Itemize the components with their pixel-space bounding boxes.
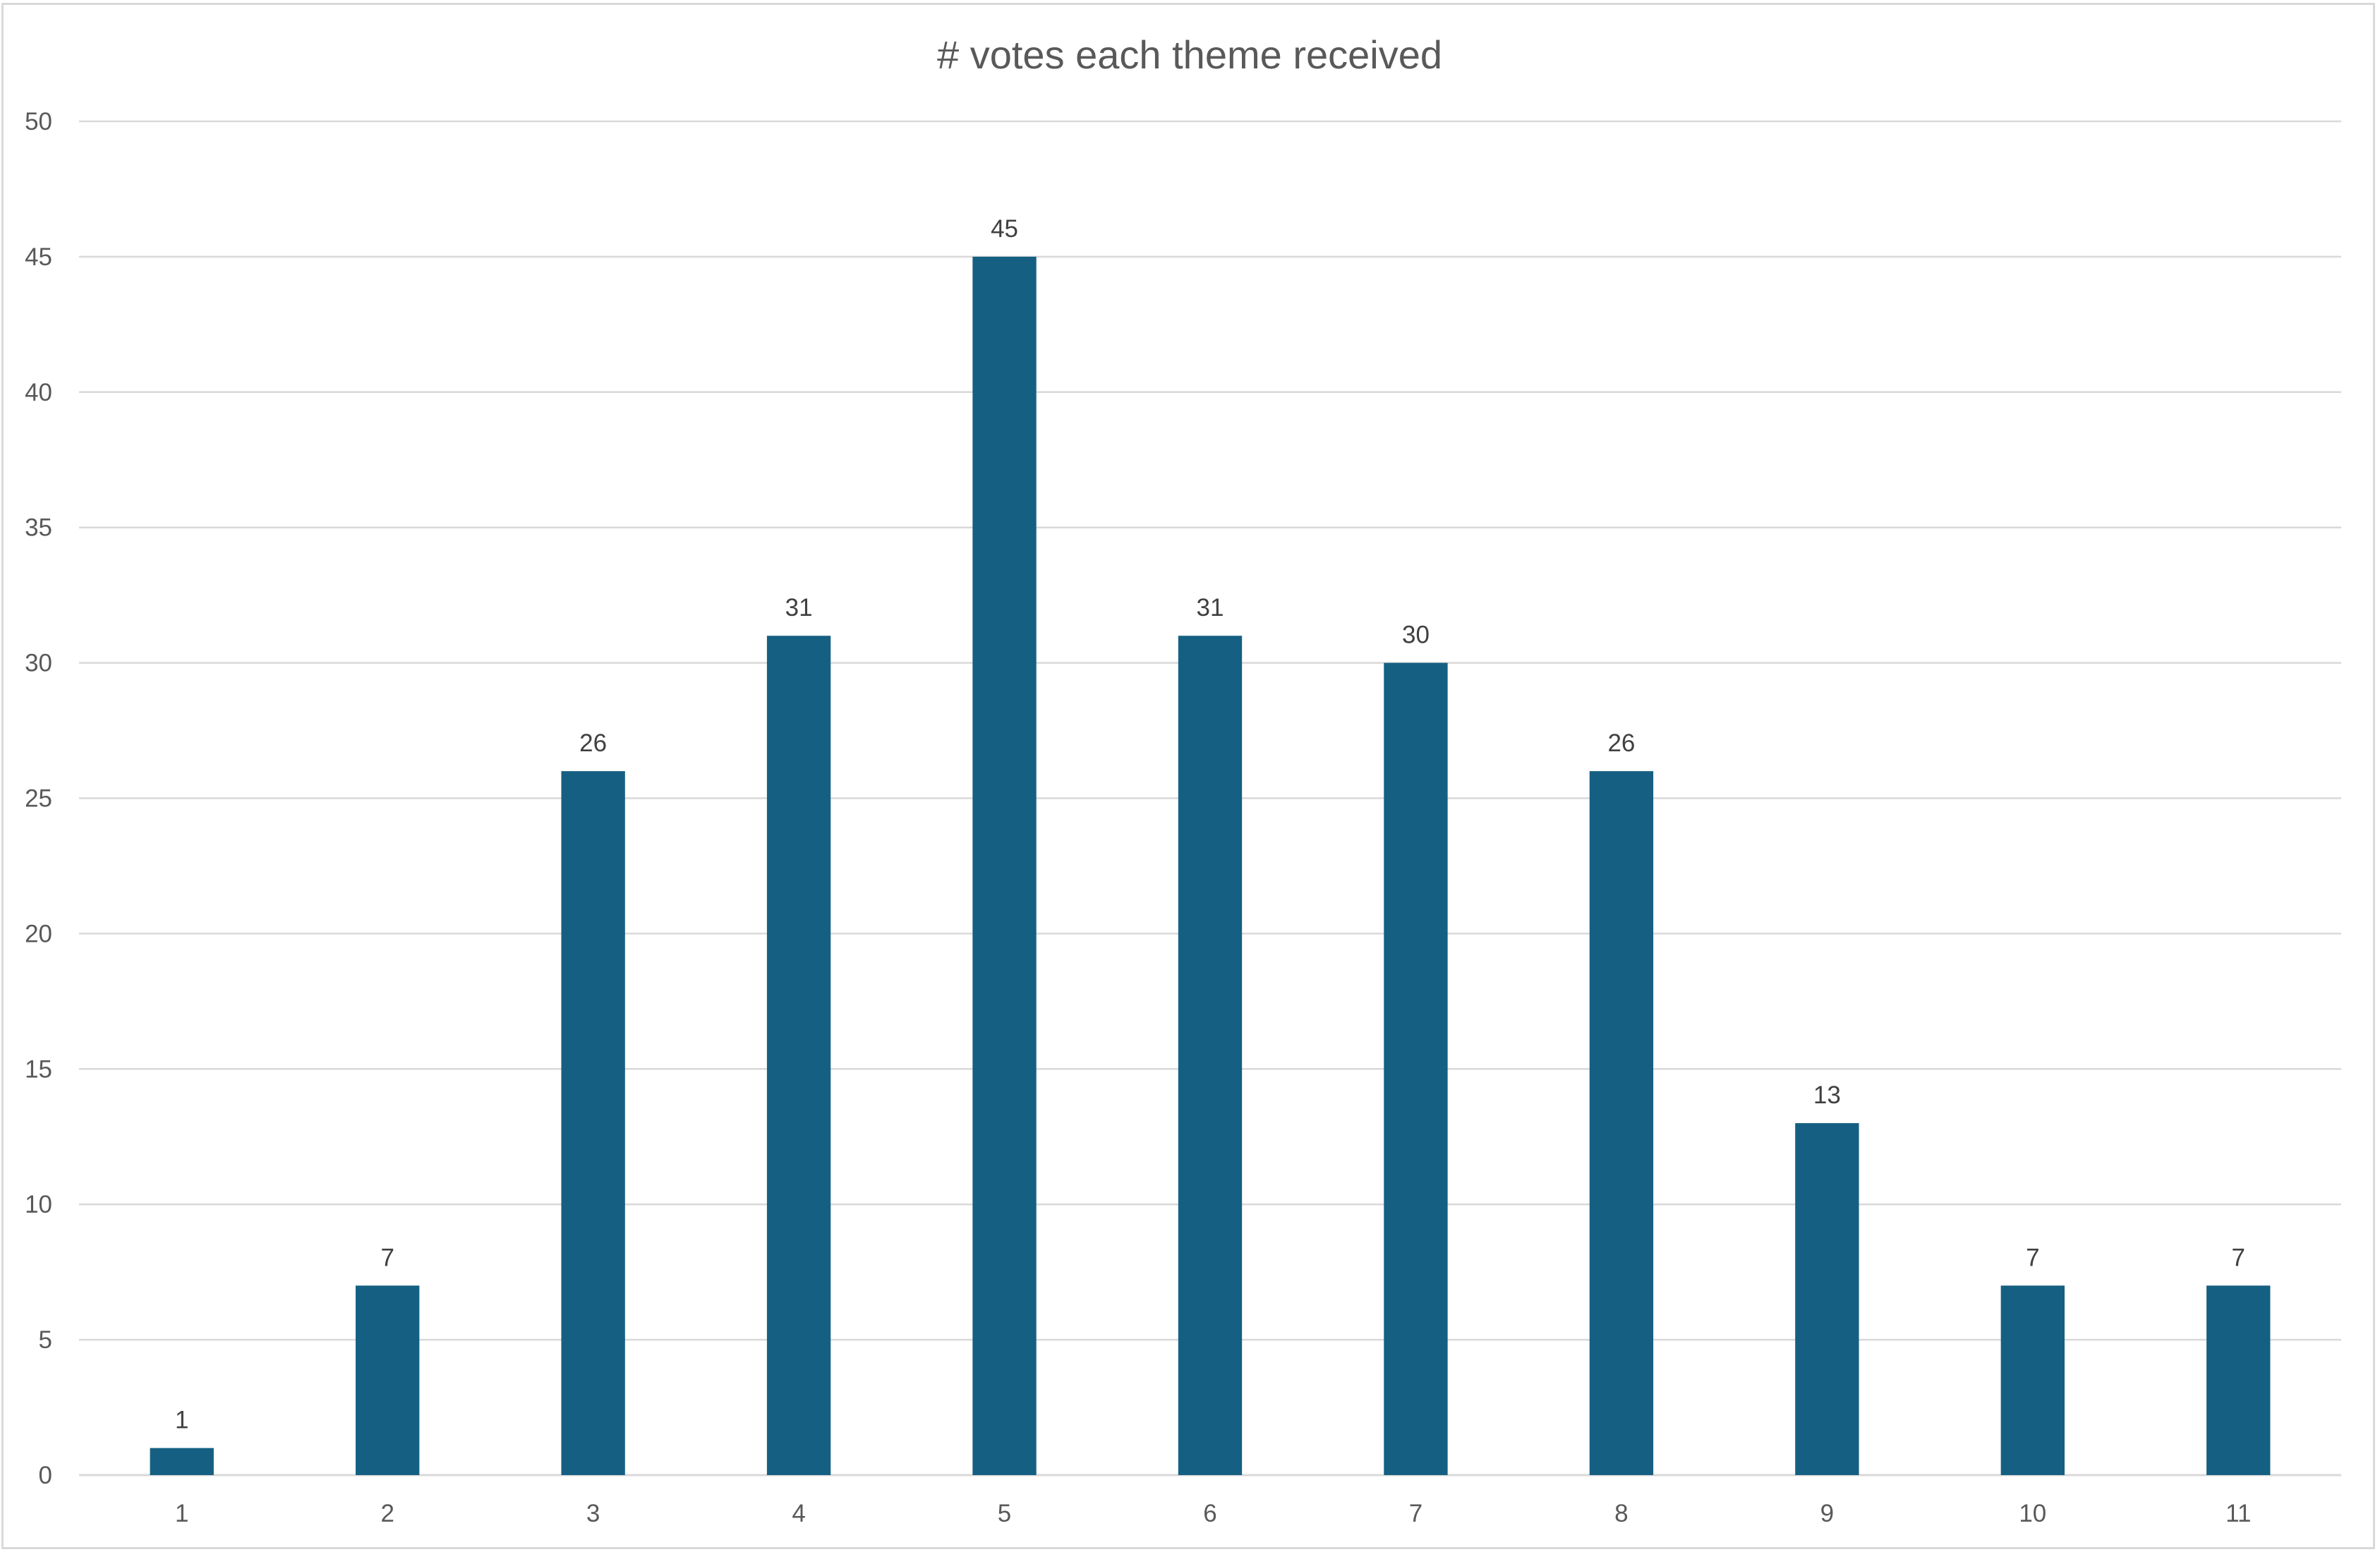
gridlines [79,120,2341,1477]
y-tick-label: 0 [39,1462,52,1489]
bar [766,636,831,1475]
data-label: 7 [2232,1244,2245,1271]
bar [972,256,1037,1475]
data-label: 30 [1402,622,1430,649]
bar [2000,1285,2065,1475]
y-tick-label: 50 [25,108,52,135]
x-tick-label: 4 [792,1500,805,1527]
y-tick-label: 35 [25,514,52,542]
y-tick-label: 30 [25,650,52,677]
x-tick-label: 1 [175,1500,188,1527]
bar [356,1285,420,1475]
data-label: 1 [175,1407,188,1434]
y-tick-label: 40 [25,379,52,406]
x-tick-label: 10 [2019,1500,2046,1527]
data-label: 7 [380,1244,394,1271]
x-tick-label: 11 [2225,1500,2251,1527]
bar [1178,636,1243,1475]
x-tick-label: 5 [998,1500,1011,1527]
bar [561,771,625,1475]
x-axis-ticks: 1 2 3 4 5 6 7 8 9 10 11 [175,1500,2251,1527]
data-label: 13 [1813,1081,1841,1109]
y-axis-ticks: 0 5 10 15 20 25 30 35 40 45 50 [25,108,52,1489]
data-label: 7 [2026,1244,2039,1271]
data-label: 45 [991,215,1018,243]
x-tick-label: 2 [380,1500,394,1527]
y-tick-label: 10 [25,1191,52,1218]
data-label: 31 [1197,594,1224,622]
data-label: 31 [785,594,813,622]
y-tick-label: 5 [39,1326,52,1354]
data-label: 26 [1607,729,1635,757]
bars [150,256,2271,1475]
bar [2206,1285,2271,1475]
chart-title: # votes each theme received [937,32,1442,77]
data-label: 26 [579,729,607,757]
y-tick-label: 15 [25,1055,52,1083]
y-tick-label: 45 [25,243,52,271]
y-tick-label: 25 [25,785,52,813]
bar [1384,662,1448,1475]
x-tick-label: 9 [1820,1500,1834,1527]
x-tick-label: 7 [1409,1500,1422,1527]
x-tick-label: 8 [1614,1500,1628,1527]
data-labels: 1 7 26 31 45 31 30 26 13 7 7 [175,215,2245,1434]
y-tick-label: 20 [25,920,52,947]
bar [1589,771,1654,1475]
bar [1795,1123,1859,1475]
x-tick-label: 3 [586,1500,600,1527]
bar [150,1448,214,1475]
x-tick-label: 6 [1203,1500,1216,1527]
